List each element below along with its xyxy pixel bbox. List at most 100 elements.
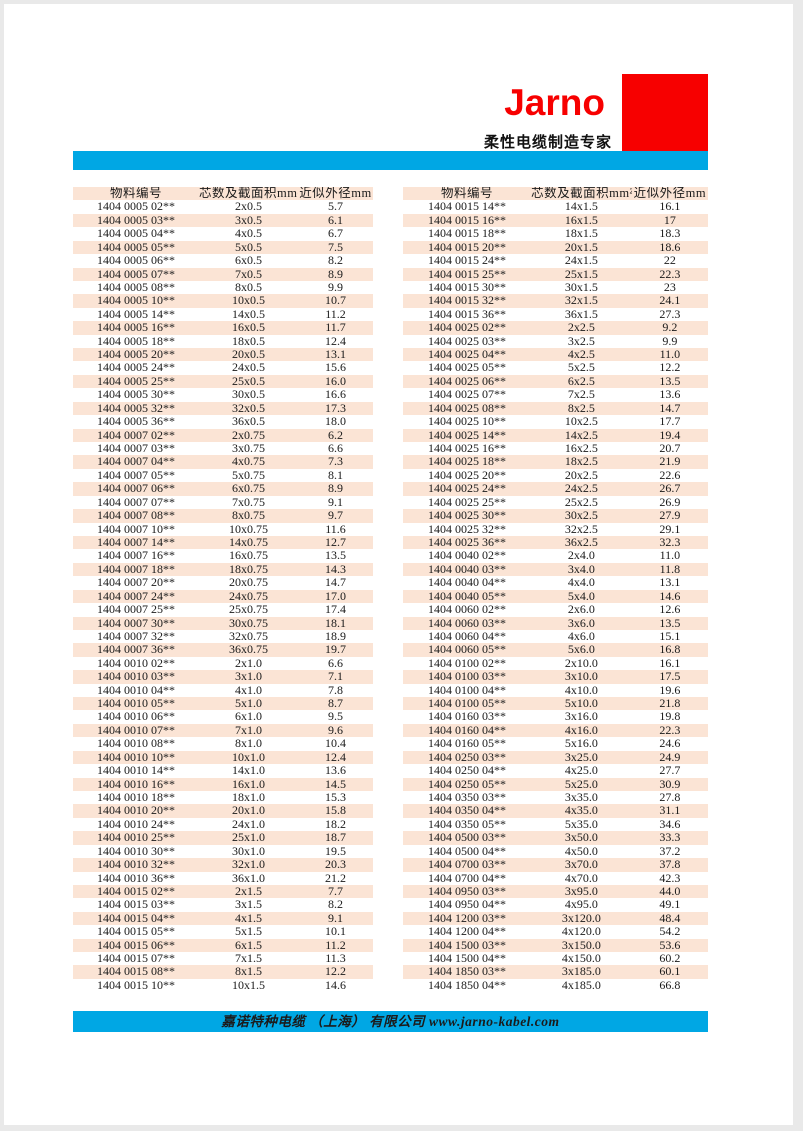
table-cell: 1404 0005 05**	[97, 240, 175, 254]
table-row: 1404 0007 18** 18x0.75 14.3	[73, 562, 373, 577]
table-cell: 20x1.5	[564, 240, 598, 254]
header-accent-bar	[73, 151, 708, 170]
table-cell: 3x2.5	[567, 334, 595, 348]
column-header-cores-section: 芯数及截面积mm²	[199, 187, 298, 200]
table-row: 1404 0025 18** 18x2.5 21.9	[403, 455, 708, 469]
table-row: 1404 0025 20** 20x2.5 22.6	[403, 469, 708, 482]
table-cell: 21.8	[659, 697, 681, 711]
table-cell: 1404 0015 05**	[97, 925, 175, 939]
table-cell: 30.9	[659, 777, 681, 791]
table-cell: 6x0.75	[232, 482, 265, 496]
table-cell: 9.6	[328, 723, 343, 737]
table-cell: 18x2.5	[564, 455, 598, 469]
table-row: 1404 0010 05** 5x1.0 8.7	[73, 697, 373, 711]
table-row: 1404 0015 07** 7x1.5 11.3	[73, 952, 373, 965]
table-cell: 1404 0010 16**	[97, 777, 175, 791]
table-cell: 1404 0010 24**	[97, 817, 175, 831]
table-cell: 1404 0007 18**	[97, 562, 175, 576]
table-cell: 3x16.0	[564, 710, 598, 724]
table-cell: 60.2	[659, 952, 681, 966]
table-cell: 36x1.0	[232, 871, 265, 885]
table-cell: 4x1.5	[235, 911, 262, 925]
table-cell: 18.6	[659, 240, 681, 254]
table-cell: 25x0.5	[232, 374, 265, 388]
table-cell: 2x0.75	[232, 428, 265, 442]
table-cell: 17.5	[659, 670, 681, 684]
table-cell: 15.6	[325, 361, 346, 375]
table-cell: 1404 0015 10**	[97, 978, 175, 992]
table-cell: 5x35.0	[564, 817, 598, 831]
table-cell: 1404 0005 30**	[97, 388, 175, 402]
table-row: 1404 0010 03** 3x1.0 7.1	[73, 670, 373, 684]
table-cell: 2x4.0	[567, 549, 595, 563]
table-row: 1404 0005 32** 32x0.5 17.3	[73, 401, 373, 416]
table-row: 1404 0005 14** 14x0.5 11.2	[73, 308, 373, 321]
table-row: 1404 0025 05** 5x2.5 12.2	[403, 361, 708, 374]
table-cell: 11.6	[325, 522, 346, 536]
table-cell: 1404 0005 08**	[97, 280, 175, 294]
table-row: 1404 0005 30** 30x0.5 16.6	[73, 388, 373, 401]
table-row: 1404 1500 03** 3x150.0 53.6	[403, 938, 708, 953]
table-cell: 20x0.5	[232, 348, 265, 362]
table-cell: 4x4.0	[567, 576, 595, 590]
table-cell: 13.5	[325, 549, 346, 563]
table-cell: 2x6.0	[567, 603, 595, 617]
table-cell: 1404 0007 04**	[97, 455, 175, 469]
table-row: 1404 0015 25** 25x1.5 22.3	[403, 267, 708, 281]
table-row: 1404 0010 24** 24x1.0 18.2	[73, 818, 373, 831]
table-cell: 10x0.75	[229, 522, 268, 536]
table-cell: 1404 0250 05**	[428, 777, 507, 791]
table-cell: 8.2	[328, 254, 343, 268]
table-cell: 8x0.5	[235, 280, 262, 294]
table-cell: 8x1.5	[235, 965, 262, 979]
table-cell: 1404 0025 02**	[428, 321, 507, 335]
table-cell: 1404 0025 24**	[428, 482, 507, 496]
table-cell: 9.5	[328, 710, 343, 724]
table-row: 1404 0700 04** 4x70.0 42.3	[403, 872, 708, 885]
table-cell: 18x1.5	[564, 227, 598, 241]
table-cell: 49.1	[659, 898, 681, 912]
table-cell: 48.4	[659, 911, 681, 925]
table-cell: 1404 0007 06**	[97, 482, 175, 496]
table-cell: 14x2.5	[564, 428, 598, 442]
table-cell: 14.5	[325, 777, 346, 791]
table-cell: 1404 0015 16**	[428, 213, 507, 227]
table-cell: 1404 0500 03**	[428, 831, 507, 845]
table-row: 1404 1850 03** 3x185.0 60.1	[403, 965, 708, 979]
table-cell: 1404 0015 18**	[428, 227, 507, 241]
table-cell: 3x50.0	[564, 831, 598, 845]
table-cell: 10.4	[325, 737, 346, 751]
table-cell: 1404 0007 36**	[97, 643, 175, 657]
table-cell: 1404 0100 04**	[428, 683, 507, 697]
table-row: 1404 0160 05** 5x16.0 24.6	[403, 737, 708, 750]
table-row: 1404 0007 36** 36x0.75 19.7	[73, 643, 373, 657]
table-cell: 6x0.5	[235, 254, 262, 268]
table-cell: 1404 0005 03**	[97, 213, 175, 227]
table-cell: 12.2	[659, 361, 681, 375]
table-cell: 3x1.5	[235, 898, 262, 912]
table-cell: 1404 0160 04**	[428, 723, 507, 737]
table-row: 1404 1200 03** 3x120.0 48.4	[403, 911, 708, 926]
table-cell: 8.9	[328, 267, 343, 281]
table-cell: 1404 1850 04**	[428, 978, 507, 992]
table-cell: 25x0.75	[229, 603, 268, 617]
table-row: 1404 0005 08** 8x0.5 9.9	[73, 281, 373, 294]
column-header-outer-diameter: 近似外径mm	[299, 187, 372, 200]
table-cell: 66.8	[659, 978, 681, 992]
table-cell: 11.2	[325, 938, 346, 952]
table-cell: 10x1.5	[232, 978, 265, 992]
table-cell: 25x2.5	[564, 495, 598, 509]
table-cell: 1404 0950 03**	[428, 884, 507, 898]
table-cell: 1404 0250 03**	[428, 750, 507, 764]
table-cell: 4x35.0	[564, 804, 598, 818]
table-row: 1404 0007 07** 7x0.75 9.1	[73, 496, 373, 509]
table-cell: 1404 0015 36**	[428, 307, 507, 321]
table-cell: 1404 0007 03**	[97, 442, 175, 456]
table-row: 1404 0100 05** 5x10.0 21.8	[403, 697, 708, 711]
table-row: 1404 0010 06** 6x1.0 9.5	[73, 710, 373, 723]
table-row: 1404 0005 06** 6x0.5 8.2	[73, 254, 373, 267]
table-row: 1404 0950 04** 4x95.0 49.1	[403, 898, 708, 911]
table-cell: 1404 0025 03**	[428, 334, 507, 348]
table-cell: 1404 0060 02**	[428, 603, 507, 617]
